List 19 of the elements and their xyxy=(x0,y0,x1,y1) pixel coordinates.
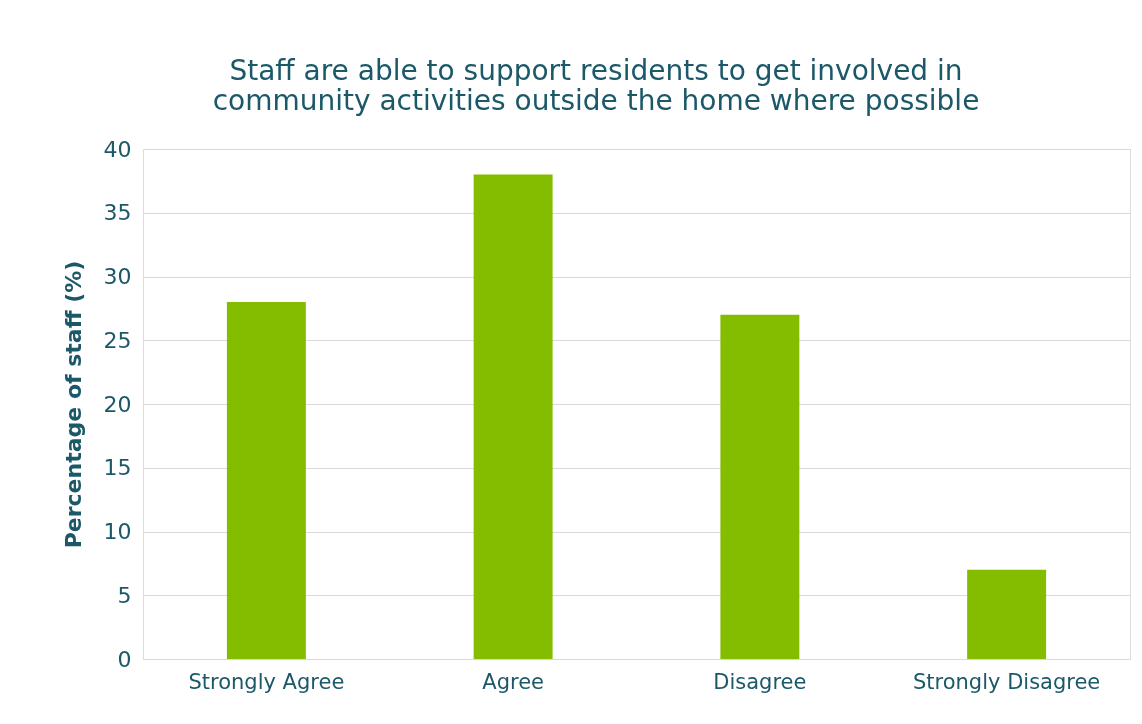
y-tick-label: 0 xyxy=(117,646,132,672)
y-tick-label: 30 xyxy=(103,264,132,289)
bar xyxy=(967,569,1047,659)
bar xyxy=(720,314,800,659)
bar xyxy=(226,302,306,659)
y-tick-label: 20 xyxy=(103,391,132,417)
y-tick-label: 10 xyxy=(103,519,132,544)
x-tick-label: Strongly Agree xyxy=(188,669,345,694)
x-tick-label: Disagree xyxy=(713,669,807,694)
y-tick-label: 40 xyxy=(103,136,132,162)
y-tick-label: 25 xyxy=(103,327,132,353)
bar xyxy=(473,174,553,659)
y-tick-label: 5 xyxy=(117,582,132,608)
text: Staff are able to support residents to get involved in xyxy=(229,54,963,87)
y-tick-label: 35 xyxy=(103,200,132,226)
x-tick-label: Strongly Disagree xyxy=(912,669,1101,694)
x-tick-label: Agree xyxy=(482,669,544,694)
y-axis-title: Percentage of staff (%) xyxy=(60,260,86,549)
y-tick-label: 15 xyxy=(103,455,132,481)
